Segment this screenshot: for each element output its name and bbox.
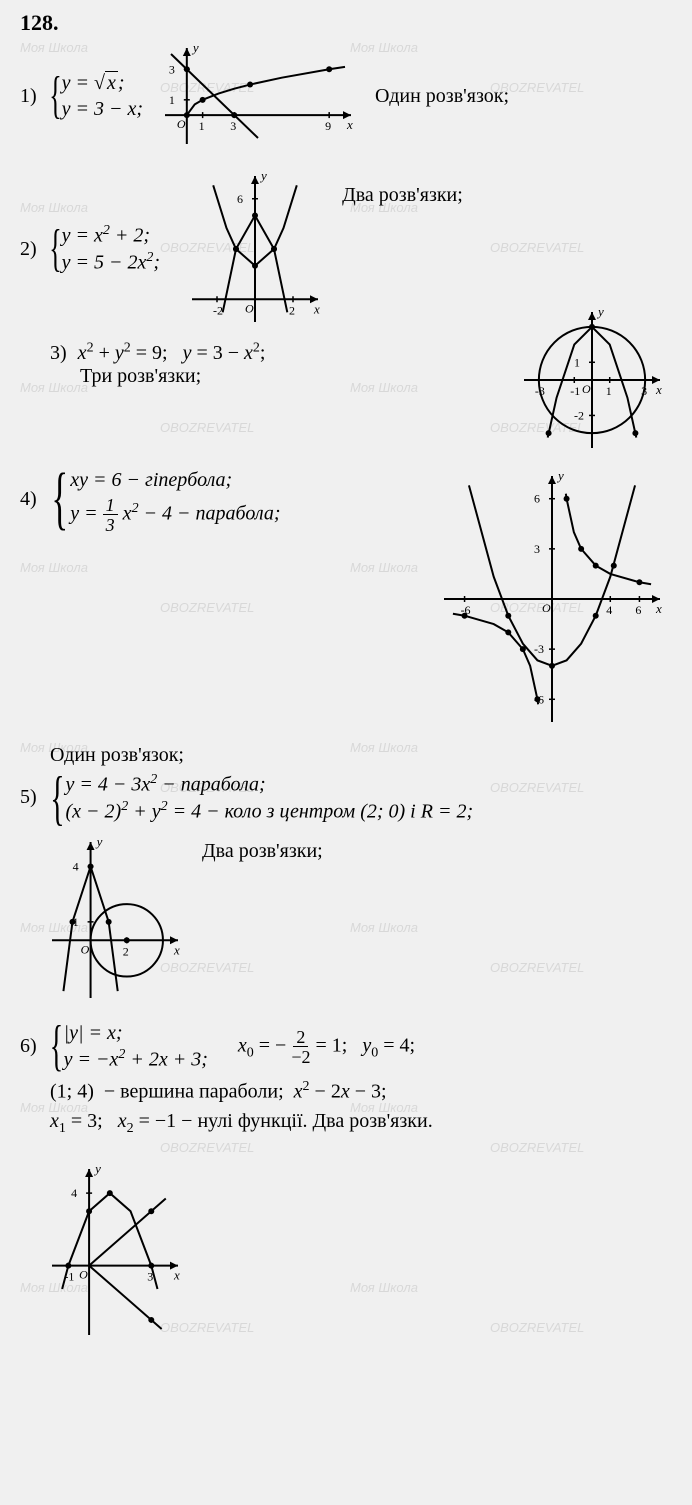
svg-text:O: O (79, 1267, 88, 1281)
svg-text:y: y (556, 468, 564, 483)
svg-text:1: 1 (606, 384, 612, 398)
svg-text:x: x (173, 1267, 180, 1282)
svg-text:4: 4 (606, 603, 612, 617)
svg-text:2: 2 (123, 945, 129, 959)
svg-text:y: y (93, 1161, 101, 1176)
svg-text:y: y (259, 168, 267, 183)
svg-text:-2: -2 (574, 408, 584, 422)
svg-text:-3: -3 (534, 642, 544, 656)
answer: Один розв'язок; (375, 85, 509, 108)
eq: y = 13 x2 − 4 − парабола; (70, 496, 280, 534)
svg-text:O: O (81, 943, 90, 957)
eq: y = 5 − 2x2; (62, 249, 160, 276)
eq: (x − 2)2 + y2 = 4 − коло з центром (2; 0… (65, 798, 473, 825)
brace-icon: { (49, 228, 61, 270)
svg-text:3: 3 (230, 119, 236, 133)
svg-text:O: O (245, 301, 254, 315)
page-content: 128. 1) { y = x; y = 3 − x; x y O 1 3 9 … (20, 10, 672, 1347)
answer: Три розв'язки; (80, 365, 512, 388)
svg-text:4: 4 (71, 1186, 77, 1200)
svg-text:3: 3 (169, 62, 175, 76)
svg-text:1: 1 (574, 355, 580, 369)
item-label: 2) (20, 238, 37, 261)
brace-icon: { (49, 1024, 62, 1069)
svg-text:O: O (582, 382, 591, 396)
item-label: 6) (20, 1035, 37, 1058)
svg-text:2: 2 (289, 303, 295, 317)
answer: Один розв'язок; (50, 744, 672, 767)
answer: Два розв'язки; (202, 840, 323, 863)
chart-4: x y O -6 4 6 -6 -3 3 6 (432, 464, 672, 734)
svg-text:x: x (173, 943, 180, 958)
chart-2: x y O -2 2 6 (180, 164, 330, 334)
item-label: 1) (20, 85, 37, 108)
chart-6: x y O -1 3 4 (40, 1157, 672, 1347)
svg-text:6: 6 (635, 603, 641, 617)
eq: y = x; (62, 70, 143, 96)
line: x1 = 3; x2 = −1 − нулі функції. Два розв… (50, 1110, 672, 1137)
svg-text:4: 4 (73, 860, 79, 874)
vertex-calc: x0 = − 2−2 = 1; y0 = 4; (238, 1028, 415, 1066)
svg-text:y: y (95, 834, 103, 849)
problem-number: 128. (20, 10, 672, 36)
svg-text:x: x (655, 382, 662, 397)
svg-text:y: y (596, 304, 604, 319)
eq: y = −x2 + 2x + 3; (64, 1046, 208, 1073)
svg-text:6: 6 (534, 492, 540, 506)
svg-text:-1: -1 (570, 384, 580, 398)
svg-text:O: O (542, 601, 551, 615)
chart-5: x y O 2 1 4 (40, 830, 190, 1010)
eq: y = x2 + 2; (62, 222, 160, 249)
eq: x2 + y2 = 9; y = 3 − x2; (78, 342, 266, 364)
item-label: 5) (20, 786, 37, 809)
eq: |y| = x; (64, 1020, 208, 1046)
answer: Два розв'язки; (342, 184, 463, 207)
item-6: 6) { |y| = x; y = −x2 + 2x + 3; x0 = − 2… (20, 1020, 672, 1073)
svg-text:x: x (313, 301, 320, 316)
line: (1; 4) − вершина параболи; x2 − 2x − 3; (50, 1079, 672, 1104)
item-4: 4) { xy = 6 − гіпербола; y = 13 x2 − 4 −… (20, 464, 672, 734)
item-label: 4) (20, 488, 37, 511)
item-5: 5) { y = 4 − 3x2 − парабола; (x − 2)2 + … (20, 771, 672, 824)
item-3: 3) x2 + y2 = 9; y = 3 − x2; Три розв'язк… (20, 340, 672, 460)
svg-text:3: 3 (534, 542, 540, 556)
eq: y = 4 − 3x2 − парабола; (65, 771, 473, 798)
svg-text:-2: -2 (213, 303, 223, 317)
svg-text:1: 1 (169, 93, 175, 107)
chart-1: x y O 1 3 9 1 3 (153, 36, 363, 156)
brace-icon: { (49, 75, 61, 117)
svg-text:1: 1 (199, 119, 205, 133)
brace-icon: { (51, 471, 68, 527)
svg-text:y: y (191, 40, 199, 55)
chart-3: x y O -3 -1 1 3 -2 1 (512, 300, 672, 460)
eq: y = 3 − x; (62, 96, 143, 122)
eq: xy = 6 − гіпербола; (70, 464, 280, 496)
svg-text:x: x (346, 117, 353, 132)
brace-icon: { (50, 774, 64, 822)
svg-text:9: 9 (325, 119, 331, 133)
svg-text:x: x (655, 601, 662, 616)
item-1: 1) { y = x; y = 3 − x; x y O 1 3 9 1 3 О… (20, 36, 672, 156)
svg-text:O: O (177, 117, 186, 131)
item-label: 3) (50, 342, 67, 364)
svg-text:6: 6 (237, 192, 243, 206)
